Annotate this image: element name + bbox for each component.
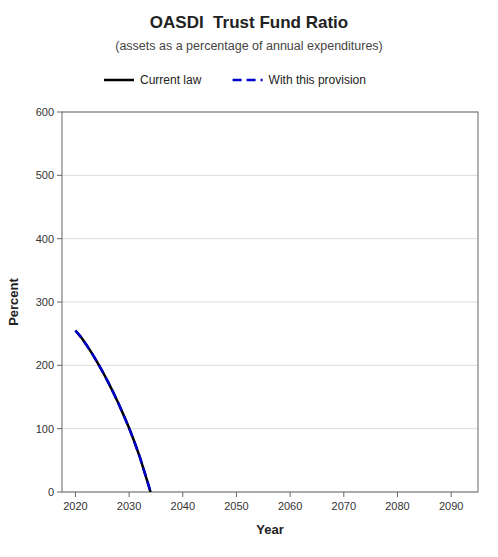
tick-label: 2040: [171, 500, 195, 512]
tick-label: 0: [48, 486, 54, 498]
tick-label: 2090: [439, 500, 463, 512]
tick-label: 100: [36, 423, 54, 435]
grid-line: [62, 238, 478, 239]
tick-mark: [57, 302, 62, 303]
y-axis: 0 100 200 300 400 500 600: [36, 106, 478, 498]
series-line: [75, 331, 150, 493]
tick-mark: [290, 492, 291, 497]
legend: Current law With this provision: [104, 73, 366, 87]
tick-label: 2070: [332, 500, 356, 512]
tick-mark: [57, 112, 62, 113]
grid-line: [62, 302, 478, 303]
tick-label: 2020: [63, 500, 87, 512]
plot-frame: [62, 112, 478, 492]
legend-swatch: [104, 79, 134, 82]
legend-swatch: [233, 79, 263, 82]
tick-label: 300: [36, 296, 54, 308]
tick-mark: [57, 175, 62, 176]
tick-label: 400: [36, 233, 54, 245]
tick-label: 200: [36, 359, 54, 371]
y-axis-label: Percent: [6, 277, 21, 325]
chart-container: OASDI Trust Fund Ratio (assets as a perce…: [0, 0, 498, 557]
x-axis: 2020 2030 2040 2050 2060 2070 2080 2090: [63, 492, 463, 512]
tick-label: 600: [36, 106, 54, 118]
series-line: [75, 331, 150, 493]
grid-line: [62, 365, 478, 366]
series-lines: [75, 331, 150, 493]
tick-label: 2030: [117, 500, 141, 512]
tick-label: 2060: [278, 500, 302, 512]
tick-mark: [397, 492, 398, 497]
legend-label: Current law: [140, 73, 202, 87]
tick-mark: [57, 238, 62, 239]
tick-mark: [57, 492, 62, 493]
tick-mark: [182, 492, 183, 497]
grid-line: [62, 428, 478, 429]
chart: OASDI Trust Fund Ratio (assets as a perce…: [0, 0, 498, 557]
plot-area: [62, 112, 478, 492]
tick-mark: [236, 492, 237, 497]
title: OASDI Trust Fund Ratio: [150, 13, 348, 32]
tick-mark: [343, 492, 344, 497]
subtitle: (assets as a percentage of annual expend…: [115, 39, 383, 53]
legend-label: With this provision: [269, 73, 366, 87]
tick-mark: [129, 492, 130, 497]
tick-label: 2080: [385, 500, 409, 512]
x-axis-label: Year: [256, 522, 283, 537]
tick-label: 2050: [224, 500, 248, 512]
tick-mark: [57, 365, 62, 366]
grid-line: [62, 175, 478, 176]
tick-mark: [451, 492, 452, 497]
tick-label: 500: [36, 169, 54, 181]
tick-mark: [57, 428, 62, 429]
tick-mark: [75, 492, 76, 497]
